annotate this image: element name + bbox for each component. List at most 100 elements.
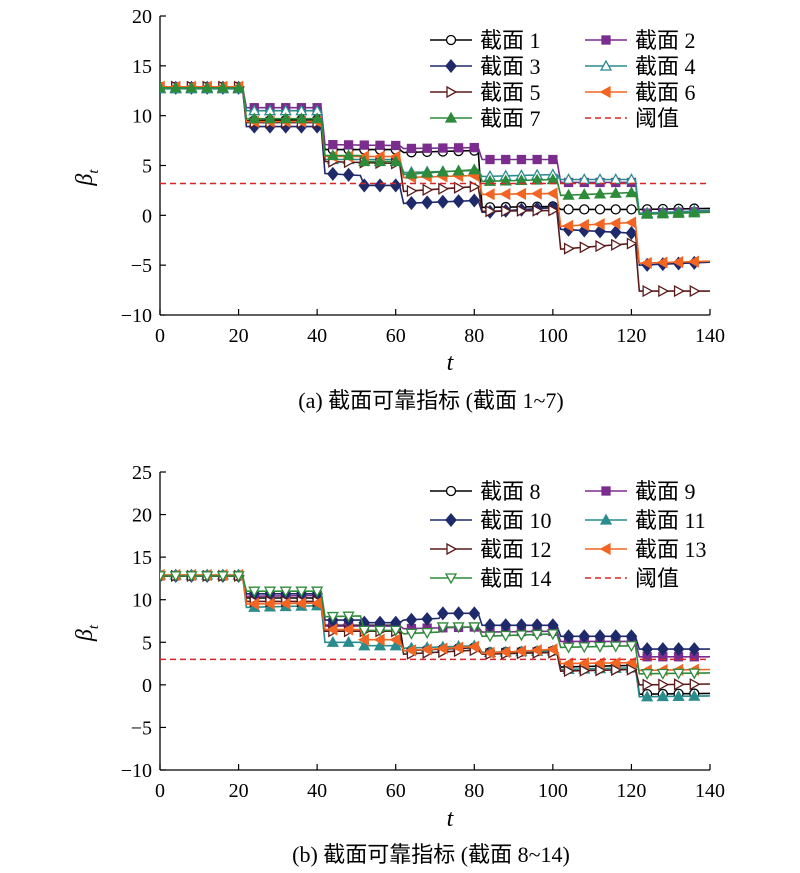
- y-axis-label: βt: [72, 624, 102, 642]
- marker: [594, 204, 606, 215]
- x-tick-label: 20: [229, 780, 249, 802]
- marker: [515, 645, 527, 658]
- marker: [593, 218, 605, 231]
- y-tick-label: −5: [131, 717, 152, 739]
- marker: [389, 178, 402, 193]
- y-tick-label: 15: [132, 56, 152, 78]
- marker: [562, 629, 575, 644]
- marker: [611, 663, 623, 677]
- marker: [420, 643, 432, 656]
- series-line: [160, 575, 710, 675]
- marker: [437, 194, 449, 209]
- series-6: [160, 80, 710, 270]
- marker: [578, 188, 591, 200]
- marker: [687, 255, 699, 268]
- x-tick-label: 40: [307, 325, 327, 347]
- marker: [310, 597, 322, 610]
- series-5: [160, 80, 710, 298]
- y-axis-label-subscript: t: [86, 169, 102, 174]
- marker: [421, 627, 434, 639]
- legend-label: 截面 6: [635, 80, 696, 105]
- marker: [326, 149, 339, 161]
- marker: [657, 642, 669, 657]
- marker: [483, 646, 495, 660]
- marker: [563, 664, 575, 678]
- marker: [531, 173, 544, 185]
- marker: [577, 657, 589, 670]
- marker: [373, 639, 387, 651]
- marker: [625, 216, 637, 229]
- marker: [469, 180, 481, 193]
- marker: [445, 485, 457, 497]
- marker: [672, 668, 685, 680]
- y-tick-label: 15: [132, 547, 152, 569]
- marker: [446, 85, 458, 99]
- legend-label: 截面 7: [480, 106, 541, 131]
- x-tick-label: 140: [695, 325, 725, 347]
- marker: [562, 657, 574, 670]
- y-axis-label-subscript: t: [86, 624, 102, 629]
- marker: [216, 571, 229, 583]
- marker: [530, 187, 542, 200]
- marker: [436, 642, 448, 655]
- x-tick-label: 120: [616, 780, 646, 802]
- y-axis-label: βt: [72, 169, 102, 187]
- marker: [548, 154, 558, 165]
- marker: [577, 218, 589, 232]
- marker: [656, 690, 669, 702]
- series-line: [160, 574, 710, 672]
- marker: [436, 165, 449, 177]
- legend-label: 阈值: [635, 566, 679, 591]
- marker: [185, 571, 198, 583]
- marker: [611, 238, 623, 251]
- marker: [421, 195, 433, 210]
- marker: [437, 606, 449, 621]
- marker: [515, 630, 528, 642]
- marker: [656, 668, 669, 680]
- marker: [373, 625, 387, 637]
- marker: [359, 140, 369, 150]
- legend-item: 截面 13: [585, 537, 707, 562]
- marker: [467, 640, 479, 653]
- marker: [326, 611, 339, 623]
- marker: [232, 81, 245, 93]
- marker: [593, 187, 607, 199]
- marker: [358, 639, 371, 651]
- y-tick-label: 0: [142, 205, 152, 227]
- marker: [452, 622, 465, 634]
- x-tick-label: 20: [229, 325, 249, 347]
- marker: [609, 225, 622, 240]
- marker: [609, 641, 622, 653]
- marker: [673, 284, 685, 298]
- marker: [531, 629, 544, 641]
- marker: [247, 597, 259, 610]
- marker: [563, 204, 574, 215]
- chart-caption: (a) 截面可靠指标 (截面 1~7): [298, 388, 563, 413]
- marker: [656, 207, 669, 219]
- marker: [609, 656, 621, 670]
- marker: [295, 586, 308, 598]
- marker: [499, 187, 511, 201]
- marker: [444, 111, 458, 123]
- marker: [599, 85, 611, 99]
- marker: [599, 542, 611, 556]
- x-tick-label: 60: [386, 325, 406, 347]
- legend-label: 截面 5: [480, 80, 541, 105]
- marker: [640, 256, 652, 270]
- marker: [185, 81, 198, 93]
- marker: [642, 678, 654, 691]
- marker: [515, 187, 527, 200]
- marker: [342, 623, 354, 636]
- marker: [484, 618, 496, 633]
- marker: [444, 573, 458, 585]
- marker: [593, 641, 607, 653]
- marker: [405, 612, 418, 627]
- marker: [688, 668, 701, 680]
- marker: [548, 204, 560, 217]
- legend-label: 截面 1: [480, 28, 541, 53]
- marker: [438, 143, 448, 153]
- y-tick-label: 10: [132, 106, 152, 128]
- marker: [499, 645, 511, 659]
- marker: [405, 628, 418, 640]
